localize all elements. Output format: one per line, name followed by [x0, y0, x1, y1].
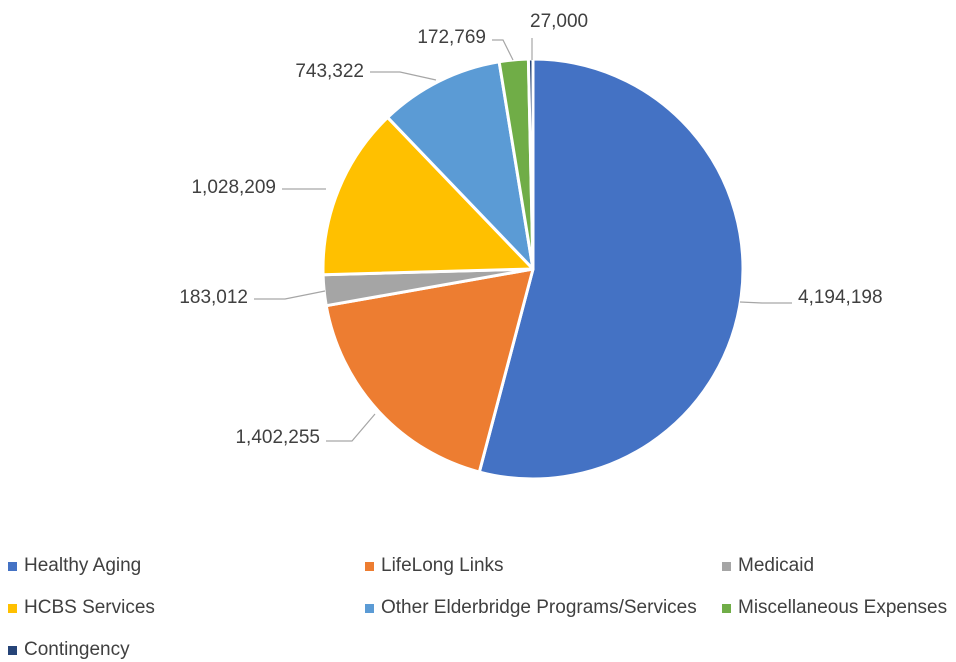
data-label-miscellaneous-expenses: 172,769 [417, 27, 486, 48]
pie-slice-other-elderbridge-programs-services [386, 60, 535, 271]
data-label-hcbs-services: 1,028,209 [191, 177, 276, 198]
pie-slices [321, 57, 745, 481]
data-label-healthy-aging: 4,194,198 [798, 287, 883, 308]
pie-slice-lifelong-links [324, 267, 535, 474]
pie-slice-hcbs-services [321, 115, 535, 277]
data-labels: 4,194,198 1,402,255 183,012 1,028,209 743,32… [179, 11, 882, 448]
data-label-contingency: 27,000 [530, 11, 588, 32]
leader-line-medicaid [254, 290, 326, 300]
leader-line-healthy-aging [739, 301, 792, 304]
leader-lines [254, 38, 792, 442]
data-label-medicaid: 183,012 [179, 287, 248, 308]
leader-line-miscellaneous-expenses [492, 39, 514, 61]
pie-slice-healthy-aging [477, 57, 745, 481]
data-label-other-elderbridge-programs-services: 743,322 [295, 61, 364, 82]
pie-slice-contingency [526, 57, 535, 271]
leader-line-other-elderbridge-programs-services [370, 71, 437, 81]
data-label-lifelong-links: 1,402,255 [235, 427, 320, 448]
leader-line-lifelong-links [326, 413, 376, 442]
